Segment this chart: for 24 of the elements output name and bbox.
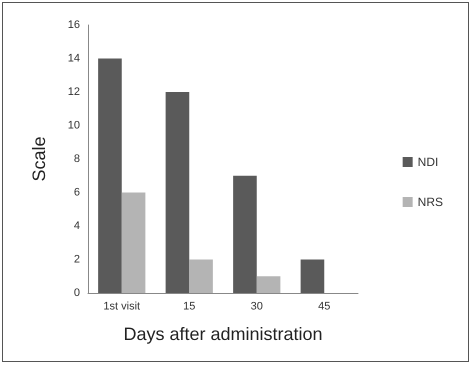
x-tick-label: 1st visit [103,300,140,312]
x-tick-label: 45 [318,300,330,312]
y-tick-label: 16 [68,19,80,31]
y-tick-label: 2 [74,254,80,266]
bar [256,276,280,293]
y-tick-label: 4 [74,220,80,232]
bar [122,192,146,293]
legend-label: NRS [418,195,444,209]
y-axis-title: Scale [29,136,49,182]
bar [98,58,122,293]
y-tick-label: 14 [68,52,80,64]
bar [300,260,324,293]
y-tick-label: 12 [68,86,80,98]
bar [166,92,190,293]
x-axis-title: Days after administration [123,324,323,344]
bar [189,260,213,293]
x-tick-label: 15 [183,300,196,312]
legend-label: NDI [418,155,438,169]
x-tick-label: 30 [250,300,263,312]
y-tick-label: 0 [74,287,80,299]
y-tick-label: 10 [68,120,80,132]
bar [233,176,257,293]
y-tick-label: 8 [74,153,80,165]
y-tick-label: 6 [74,186,80,198]
